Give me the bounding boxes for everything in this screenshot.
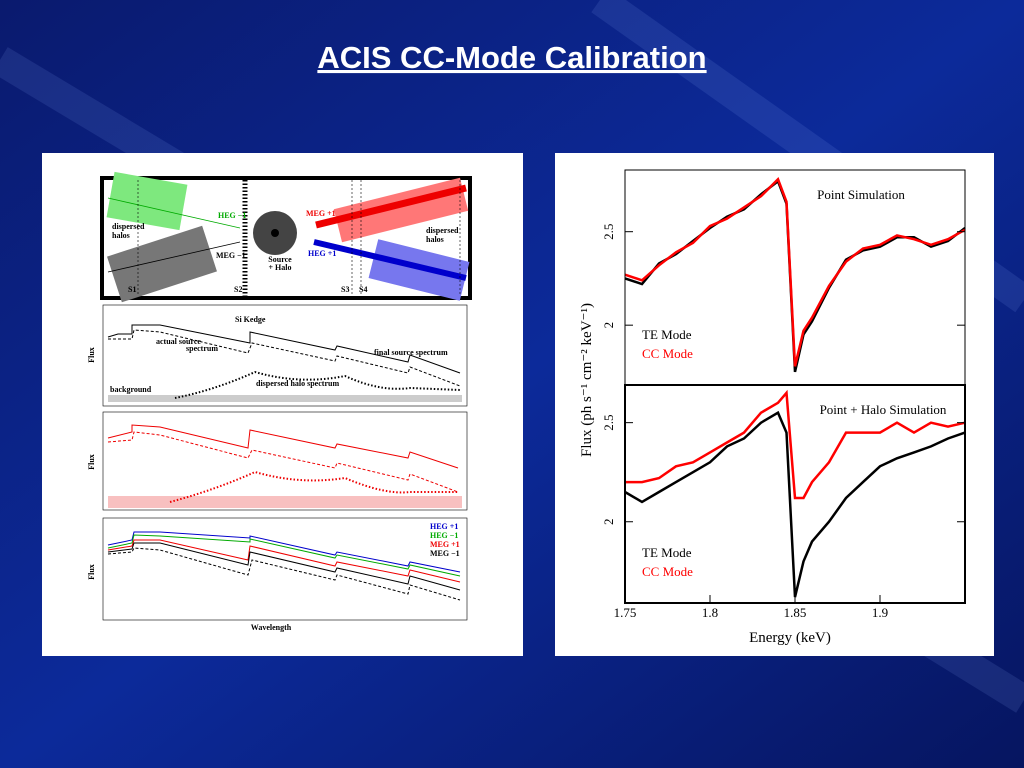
spectrum-sketch: Flux Si Kedge actual source spectrum fin…: [87, 304, 468, 407]
label: halos: [426, 235, 444, 244]
axis-label: Flux: [87, 454, 96, 470]
series-line: [624, 177, 966, 367]
charts: 2 2.5 Point Simulation TE Mode CC Mode Flux (…: [579, 169, 966, 646]
axis-label: Wavelength: [251, 623, 292, 632]
legend-entry: TE Mode: [642, 327, 692, 342]
label: S3: [341, 285, 349, 294]
legend-entry: CC Mode: [642, 564, 693, 579]
label: final source spectrum: [374, 348, 448, 357]
label: dispersed: [112, 222, 145, 231]
label: HEG +1: [308, 249, 336, 258]
label: halos: [112, 231, 130, 240]
orders-sketch: Flux HEG +1 HEG −1 MEG +1 MEG −1 Wavelen…: [87, 517, 468, 632]
x-tick-label: 1.75: [614, 605, 637, 620]
annotation: Point Simulation: [817, 187, 905, 202]
label: S4: [359, 285, 367, 294]
label: Si Kedge: [235, 315, 266, 324]
x-tick-label: 1.85: [784, 605, 807, 620]
legend-entry: HEG +1: [430, 522, 458, 531]
x-tick-label: 1.8: [702, 605, 718, 620]
legend-entry: CC Mode: [642, 346, 693, 361]
label: MEG −1: [216, 251, 246, 260]
y-axis-label: Flux (ph s⁻¹ cm⁻² keV⁻¹): [579, 303, 595, 457]
label: dispersed halo spectrum: [256, 379, 339, 388]
y-tick-label: 2: [601, 518, 616, 525]
legend-entry: MEG +1: [430, 540, 460, 549]
annotation: Point + Halo Simulation: [820, 402, 947, 417]
label: + Halo: [268, 263, 291, 272]
y-tick-label: 2.5: [601, 415, 616, 431]
label: background: [110, 385, 152, 394]
dispersion-diagram: HEG −1 MEG +1 MEG −1 HEG +1 dispersed ha…: [100, 171, 472, 303]
x-tick-label: 1.9: [872, 605, 888, 620]
y-tick-label: 2: [601, 322, 616, 329]
slide-title: ACIS CC-Mode Calibration: [317, 40, 706, 75]
legend-entry: TE Mode: [642, 545, 692, 560]
x-axis-label: Energy (keV): [749, 630, 831, 646]
label: actual source: [156, 337, 201, 346]
label: MEG +1: [306, 209, 336, 218]
y-tick-label: 2.5: [601, 224, 616, 240]
label: Source: [268, 255, 292, 264]
corrected-sketch: Flux: [87, 411, 468, 511]
series-line: [625, 389, 966, 500]
label: dispersed: [426, 226, 459, 235]
axis-label: Flux: [87, 564, 96, 580]
label: S2: [234, 285, 242, 294]
legend-entry: HEG −1: [430, 531, 458, 540]
axis-label: Flux: [87, 347, 96, 363]
label: spectrum: [186, 344, 218, 353]
legend-entry: MEG −1: [430, 549, 460, 558]
label: HEG −1: [218, 211, 246, 220]
label: S1: [128, 285, 136, 294]
